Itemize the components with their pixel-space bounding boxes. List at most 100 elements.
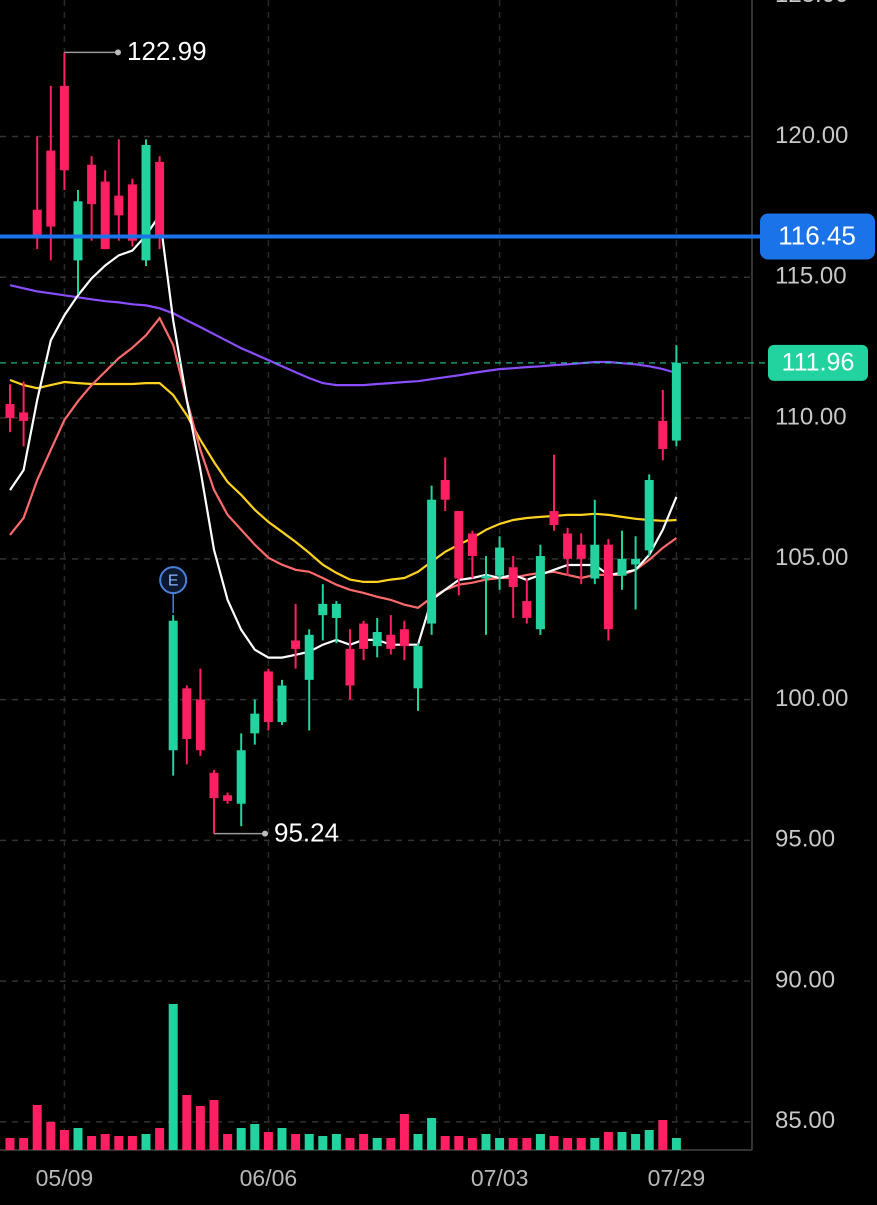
- volume-bar: [19, 1138, 29, 1150]
- volume-bar: [277, 1128, 287, 1150]
- volume-bar: [549, 1136, 559, 1150]
- volume-bar: [331, 1134, 341, 1150]
- x-tick-label: 07/03: [471, 1165, 529, 1191]
- volume-bar: [467, 1138, 477, 1150]
- volume-bar: [440, 1136, 450, 1150]
- volume-bar: [32, 1105, 42, 1150]
- volume-bar: [522, 1138, 532, 1150]
- volume-bar: [318, 1136, 328, 1150]
- candle-body: [658, 420, 668, 450]
- grid: 85.00 90.00 95.00 100.00 105.00 110.00 115.00 1…: [0, 0, 848, 1191]
- candle-body: [399, 629, 409, 647]
- candle-body: [386, 634, 396, 649]
- volume-bar: [576, 1138, 586, 1150]
- candle-body: [141, 144, 151, 261]
- candle-body: [631, 558, 641, 565]
- candle-body: [508, 567, 518, 587]
- volume-bar: [481, 1134, 491, 1150]
- volume-bar: [291, 1134, 301, 1150]
- candle-body: [576, 544, 586, 559]
- candle-body: [87, 164, 97, 205]
- x-tick-label: 06/06: [240, 1165, 298, 1191]
- candle-body: [467, 533, 477, 556]
- volume-layer: [5, 1004, 681, 1150]
- y-tick-label: 125.00: [775, 0, 848, 8]
- y-tick-label: 100.00: [775, 685, 848, 712]
- candle-body: [59, 85, 69, 171]
- candle-body: [481, 575, 491, 579]
- volume-bar: [454, 1136, 464, 1150]
- volume-bar: [427, 1118, 437, 1150]
- volume-bar: [223, 1134, 233, 1150]
- volume-bar: [209, 1100, 219, 1150]
- volume-bar: [617, 1132, 627, 1150]
- candle-body: [427, 499, 437, 624]
- candle-body: [73, 201, 83, 261]
- candle-body: [440, 479, 450, 500]
- volume-bar: [644, 1130, 654, 1150]
- candle-body: [522, 601, 532, 618]
- volume-bar: [46, 1122, 56, 1150]
- volume-bar: [155, 1128, 165, 1150]
- candle-body: [603, 544, 613, 630]
- volume-bar: [590, 1138, 600, 1150]
- volume-bar: [563, 1138, 573, 1150]
- moving-average: [9, 316, 678, 609]
- moving-average: [9, 212, 678, 659]
- y-tick-label: 90.00: [775, 966, 835, 993]
- last-price-tag: [768, 344, 868, 381]
- candle-body: [590, 544, 600, 579]
- volume-bar: [168, 1004, 178, 1150]
- candle-layer: [5, 52, 681, 834]
- annotation-dot: [262, 830, 268, 837]
- volume-bar: [372, 1138, 382, 1150]
- event-label: E: [168, 572, 179, 589]
- volume-bar: [127, 1136, 137, 1150]
- candle-body: [413, 646, 423, 689]
- candle-body: [5, 403, 15, 419]
- volume-bar: [508, 1138, 518, 1150]
- candle-body: [209, 772, 219, 799]
- event-marker: [159, 566, 188, 595]
- candle-body: [671, 362, 681, 441]
- candle-body: [345, 648, 355, 686]
- volume-bar: [658, 1120, 668, 1150]
- candle-body: [454, 510, 464, 579]
- candle-body: [291, 640, 301, 649]
- volume-bar: [141, 1134, 151, 1150]
- x-tick-label: 07/29: [648, 1165, 706, 1191]
- volume-bar: [535, 1134, 545, 1150]
- volume-bar: [182, 1095, 192, 1150]
- annotation-label: 122.99: [127, 36, 207, 66]
- volume-bar: [304, 1134, 314, 1150]
- volume-bar: [345, 1138, 355, 1150]
- moving-average-layer: [9, 212, 678, 659]
- candle-body: [236, 750, 246, 804]
- volume-bar: [87, 1136, 97, 1150]
- candle-body: [359, 623, 369, 649]
- volume-bar: [263, 1132, 273, 1150]
- last-price-label: 111.96: [782, 348, 855, 376]
- y-tick-label: 95.00: [775, 826, 835, 853]
- volume-bar: [359, 1134, 369, 1150]
- candle-body: [617, 558, 627, 576]
- candle-body: [535, 555, 545, 630]
- candle-body: [263, 671, 273, 723]
- candle-body: [318, 603, 328, 616]
- y-tick-label: 110.00: [775, 403, 847, 430]
- volume-bar: [114, 1136, 124, 1150]
- volume-bar: [495, 1138, 505, 1150]
- volume-bar: [603, 1132, 613, 1150]
- y-tick-label: 105.00: [775, 544, 848, 571]
- volume-bar: [5, 1138, 15, 1150]
- candle-body: [46, 150, 56, 227]
- volume-bar: [631, 1134, 641, 1150]
- volume-bar: [250, 1124, 260, 1150]
- annotation-label: 95.24: [274, 817, 339, 847]
- y-tick-label: 115.00: [775, 263, 847, 290]
- overlay-layer: E 122.99 95.24 116.45 111.96: [0, 36, 875, 847]
- x-tick-label: 05/09: [36, 1165, 94, 1191]
- candle-body: [644, 479, 654, 551]
